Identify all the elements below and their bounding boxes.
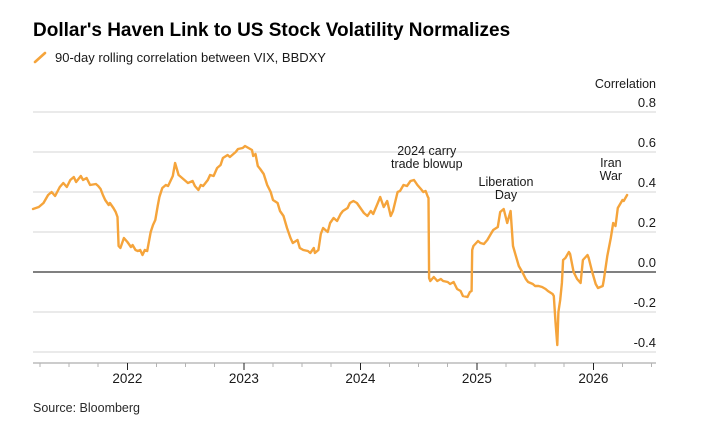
annotation-label: 2024 carry	[397, 144, 457, 158]
annotation-label: Iran	[600, 156, 622, 170]
legend-label: 90-day rolling correlation between VIX, …	[55, 50, 326, 65]
correlation-line	[31, 144, 629, 347]
y-axis-title: Correlation	[594, 77, 656, 91]
x-tick-label: 2026	[578, 371, 608, 386]
source-note: Source: Bloomberg	[33, 401, 141, 415]
annotation-label: trade blowup	[391, 157, 463, 171]
x-tick-label: 2023	[229, 371, 259, 386]
x-tick-label: 2024	[345, 371, 376, 386]
annotation-label: Day	[495, 188, 518, 202]
y-tick-label: 0.2	[638, 215, 656, 230]
annotation-label: Liberation	[479, 175, 534, 189]
y-tick-label: 0.4	[638, 175, 656, 190]
x-tick-label: 2025	[462, 371, 492, 386]
y-tick-label: -0.2	[634, 295, 656, 310]
y-tick-label: -0.4	[634, 335, 656, 350]
y-tick-label: 0.6	[638, 135, 656, 150]
y-tick-label: 0.8	[638, 95, 656, 110]
y-tick-label: 0.0	[638, 255, 656, 270]
legend: 90-day rolling correlation between VIX, …	[33, 50, 326, 65]
line-swatch-icon	[33, 51, 47, 64]
x-tick-label: 2022	[112, 371, 142, 386]
chart-title: Dollar's Haven Link to US Stock Volatili…	[33, 20, 511, 41]
annotation-label: War	[600, 169, 622, 183]
